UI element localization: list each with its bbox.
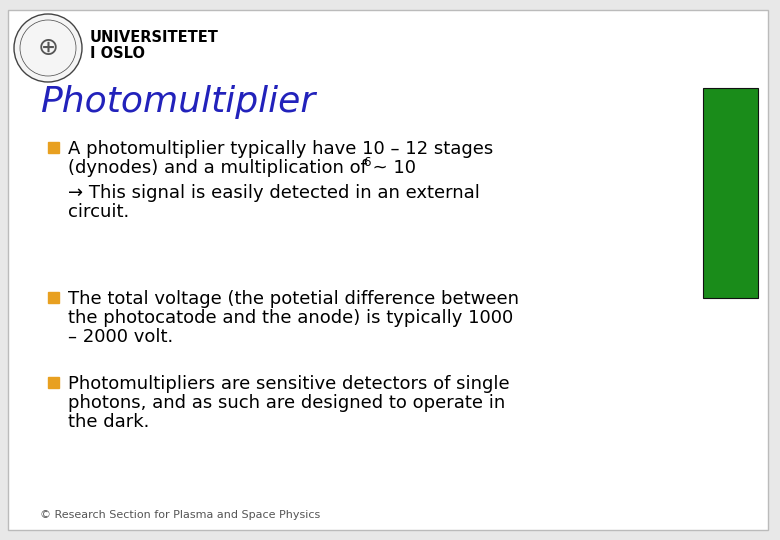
- Text: I OSLO: I OSLO: [90, 46, 145, 61]
- Text: Photomultiplier: Photomultiplier: [40, 85, 315, 119]
- Text: circuit.: circuit.: [68, 203, 129, 221]
- Circle shape: [14, 14, 82, 82]
- Text: A photomultiplier typically have 10 – 12 stages: A photomultiplier typically have 10 – 12…: [68, 140, 493, 158]
- Text: photons, and as such are designed to operate in: photons, and as such are designed to ope…: [68, 394, 505, 412]
- Text: ⊕: ⊕: [37, 36, 58, 60]
- Text: 6: 6: [363, 156, 370, 169]
- Text: Photomultipliers are sensitive detectors of single: Photomultipliers are sensitive detectors…: [68, 375, 509, 393]
- Bar: [48, 377, 59, 388]
- Text: → This signal is easily detected in an external: → This signal is easily detected in an e…: [68, 184, 480, 202]
- Text: UNIVERSITETET: UNIVERSITETET: [90, 30, 219, 45]
- Bar: [703, 88, 758, 298]
- Text: The total voltage (the potetial difference between: The total voltage (the potetial differen…: [68, 290, 519, 308]
- Bar: [48, 292, 59, 303]
- Bar: [48, 142, 59, 153]
- Text: © Research Section for Plasma and Space Physics: © Research Section for Plasma and Space …: [40, 510, 321, 520]
- Text: (dynodes) and a multiplication of ~ 10: (dynodes) and a multiplication of ~ 10: [68, 159, 416, 177]
- Text: – 2000 volt.: – 2000 volt.: [68, 328, 173, 346]
- Text: the photocatode and the anode) is typically 1000: the photocatode and the anode) is typica…: [68, 309, 513, 327]
- Text: the dark.: the dark.: [68, 413, 150, 431]
